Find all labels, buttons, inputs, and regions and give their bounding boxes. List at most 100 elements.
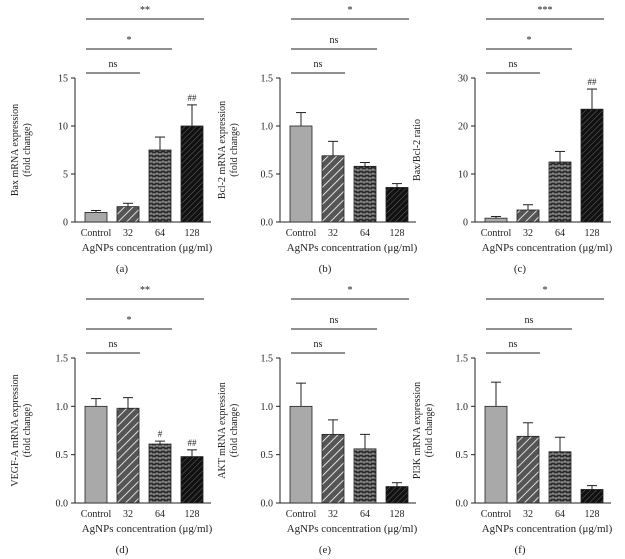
y-tick-label: 1.0 — [56, 402, 69, 413]
bar-64 — [353, 165, 377, 223]
y-axis-label: Bax mRNA expression — [10, 104, 21, 196]
bar-control — [484, 405, 508, 504]
x-tick-label: 32 — [328, 228, 338, 239]
x-tick-label: 128 — [585, 228, 600, 239]
x-tick-label: 64 — [555, 228, 565, 239]
chart-panel-4: 0.0 0.5 1.0 1.5 VEGF-A mRNA expression (fold … — [10, 285, 213, 556]
x-axis-label: AgNPs concentration (μg/ml) — [287, 242, 418, 254]
chart-panel-3: 0 10 20 30 Bax/Bcl-2 ratio Control 32 64 128 ## ns… — [412, 5, 613, 275]
x-tick-label: Control — [286, 228, 317, 239]
y-tick-label: 20 — [458, 122, 468, 133]
x-axis-label: AgNPs concentration (μg/ml) — [82, 242, 213, 254]
comparison-label: ns — [330, 315, 339, 326]
y-tick-label: 0 — [63, 218, 68, 229]
bar-control — [484, 217, 508, 223]
y-tick-label: 0.5 — [456, 450, 469, 461]
bar-128 — [385, 486, 409, 504]
bar-32 — [516, 435, 540, 504]
bar-32 — [116, 407, 140, 504]
y-axis-label-units: (fold change) — [22, 404, 33, 458]
x-tick-label: 128 — [185, 228, 200, 239]
y-tick-label: 15 — [58, 74, 68, 85]
chart-panel-1: 0 5 10 15 Bax mRNA expression (fold change) Co… — [10, 5, 213, 275]
y-tick-label: 1.0 — [261, 122, 274, 133]
x-axis-label: AgNPs concentration (μg/ml) — [482, 523, 613, 535]
y-axis-label: AKT mRNA expression — [217, 382, 228, 478]
x-tick-label: Control — [81, 509, 112, 520]
panel-label: (f) — [515, 544, 526, 556]
y-tick-label: 1.5 — [261, 354, 274, 365]
bar-control — [84, 405, 108, 504]
bar-32 — [321, 433, 345, 504]
panel-label: (e) — [319, 544, 332, 556]
y-axis-label: Bax/Bcl-2 ratio — [412, 119, 423, 181]
significance-hash: ## — [188, 93, 198, 103]
comparison-label: ** — [140, 5, 150, 16]
y-tick-label: 0.0 — [261, 499, 274, 510]
bar-control — [289, 125, 313, 223]
y-axis-label: PI3K mRNA expression — [412, 382, 423, 479]
x-tick-label: 64 — [555, 509, 565, 520]
x-axis-label: AgNPs concentration (μg/ml) — [287, 523, 418, 535]
bar-64 — [548, 161, 572, 223]
y-tick-label: 1.5 — [456, 354, 469, 365]
y-axis-label-units: (fold change) — [424, 404, 435, 458]
y-tick-label: 0.0 — [261, 218, 274, 229]
comparison-label: ns — [314, 59, 323, 70]
comparison-label: * — [527, 35, 532, 46]
x-axis-label: AgNPs concentration (μg/ml) — [482, 242, 613, 254]
bar-128 — [180, 456, 204, 504]
x-tick-label: 64 — [360, 228, 370, 239]
comparison-label: ns — [509, 339, 518, 350]
x-tick-label: Control — [481, 228, 512, 239]
bar-32 — [321, 155, 345, 223]
comparison-label: * — [127, 35, 132, 46]
x-tick-label: Control — [481, 509, 512, 520]
panel-label: (c) — [514, 263, 527, 275]
panel-label: (d) — [116, 544, 129, 556]
comparison-label: ns — [109, 59, 118, 70]
y-tick-label: 30 — [458, 74, 468, 85]
y-axis-label-units: (fold change) — [229, 404, 240, 458]
comparison-label: * — [348, 285, 353, 296]
bar-32 — [116, 206, 140, 223]
x-tick-label: 128 — [390, 228, 405, 239]
y-tick-label: 0.0 — [56, 499, 69, 510]
bar-control — [289, 405, 313, 504]
y-tick-label: 0.5 — [56, 450, 69, 461]
comparison-label: ns — [525, 315, 534, 326]
significance-hash: ## — [588, 77, 598, 87]
comparison-label: ns — [109, 339, 118, 350]
comparison-label: ns — [314, 339, 323, 350]
y-tick-label: 0.5 — [261, 170, 274, 181]
panel-label: (b) — [319, 263, 332, 275]
x-tick-label: 32 — [523, 509, 533, 520]
bar-control — [84, 211, 108, 223]
y-tick-label: 5 — [63, 170, 68, 181]
comparison-label: * — [543, 285, 548, 296]
bar-64 — [148, 443, 172, 504]
x-tick-label: 32 — [523, 228, 533, 239]
significance-hash: # — [158, 429, 163, 439]
y-tick-label: 1.0 — [456, 402, 469, 413]
x-tick-label: 128 — [585, 509, 600, 520]
bar-128 — [580, 489, 604, 504]
significance-hash: ## — [188, 438, 198, 448]
x-tick-label: 64 — [155, 509, 165, 520]
comparison-label: * — [348, 5, 353, 16]
x-tick-label: 32 — [328, 509, 338, 520]
bar-128 — [180, 125, 204, 223]
x-tick-label: Control — [286, 509, 317, 520]
x-tick-label: 32 — [123, 228, 133, 239]
bar-128 — [580, 108, 604, 223]
y-axis-label-units: (fold change) — [229, 123, 240, 177]
y-tick-label: 0.0 — [456, 499, 469, 510]
bar-128 — [385, 187, 409, 223]
y-axis-label: Bcl-2 mRNA expression — [217, 101, 228, 199]
bar-64 — [353, 448, 377, 504]
comparison-label: ns — [509, 59, 518, 70]
comparison-label: * — [127, 315, 132, 326]
x-tick-label: 32 — [123, 509, 133, 520]
bar-64 — [148, 149, 172, 223]
